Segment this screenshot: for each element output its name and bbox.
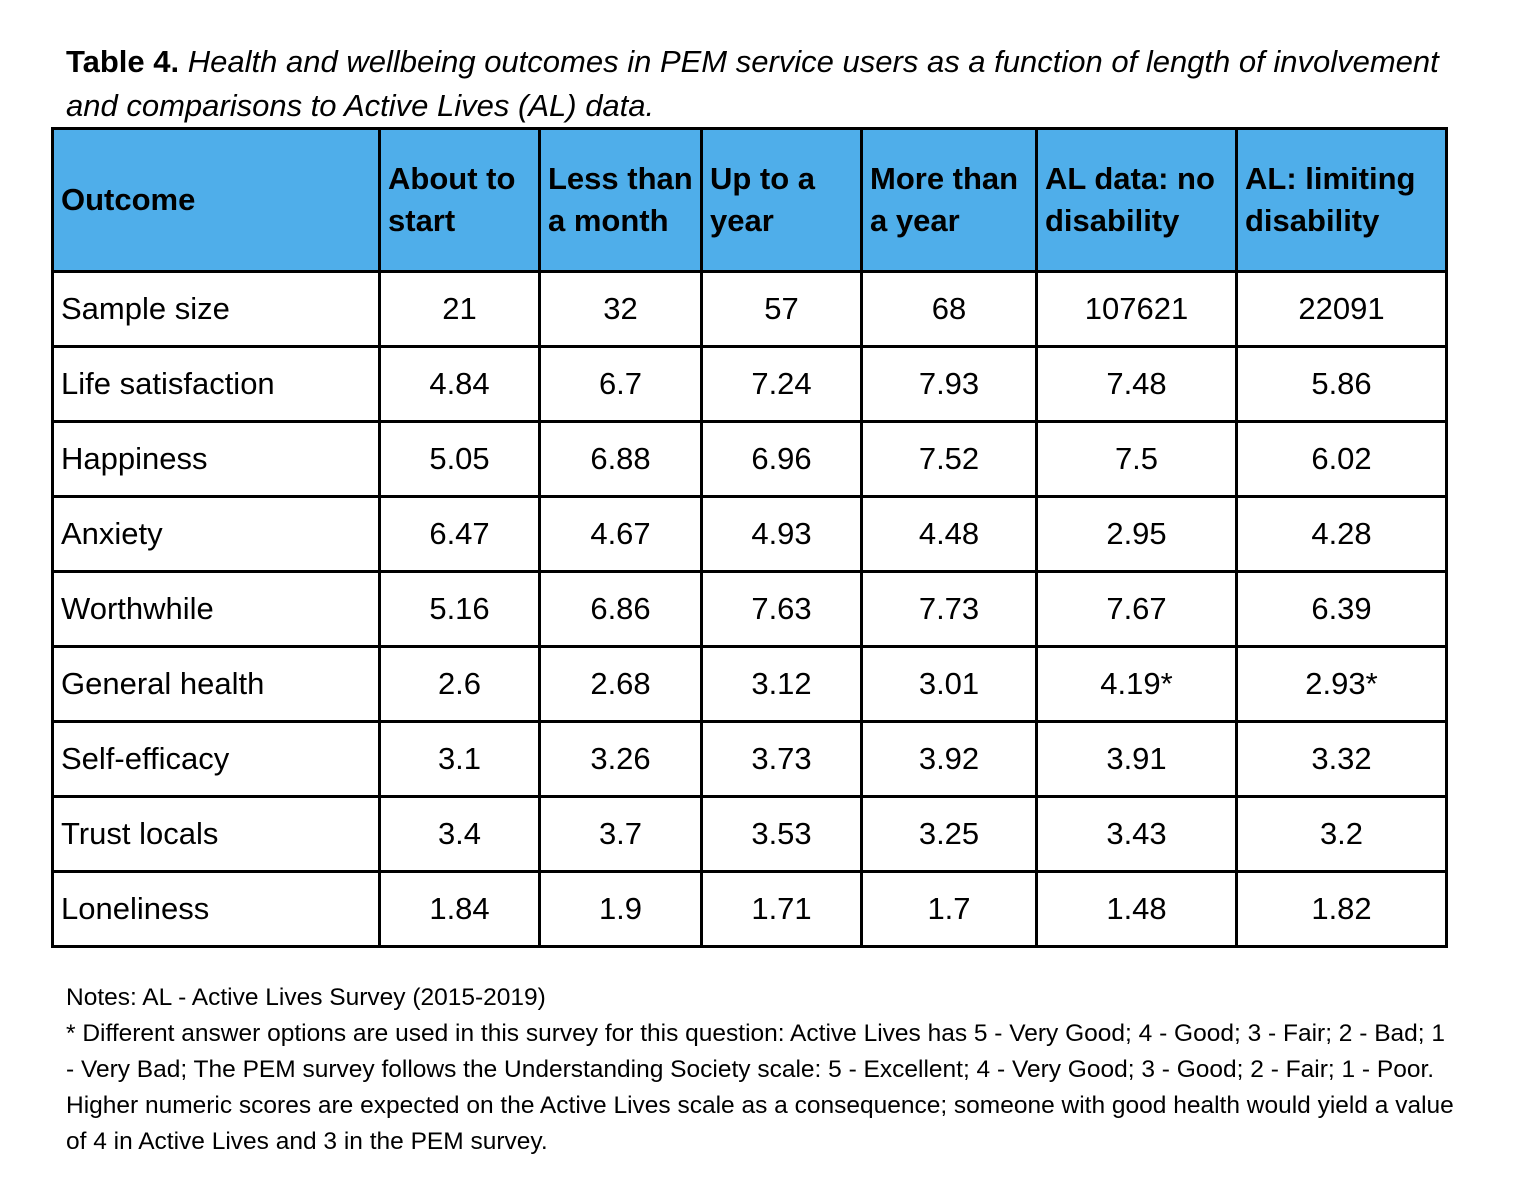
table-cell: 2.68 [538, 645, 703, 723]
table-cell: 5.86 [1235, 345, 1448, 423]
header-cell: About to start [378, 127, 541, 273]
table-cell: 7.73 [860, 570, 1038, 648]
table-row: Worthwhile 5.16 6.86 7.63 7.73 7.67 6.39 [51, 570, 1448, 648]
table-cell: 6.86 [538, 570, 703, 648]
table-cell: 3.01 [860, 645, 1038, 723]
header-cell: Less than a month [538, 127, 703, 273]
table-cell: 3.92 [860, 720, 1038, 798]
row-label: General health [51, 645, 381, 723]
table-cell: 22091 [1235, 270, 1448, 348]
table-cell: 3.91 [1035, 720, 1238, 798]
table-cell: 3.43 [1035, 795, 1238, 873]
table-cell: 3.12 [700, 645, 863, 723]
table-cell: 4.93 [700, 495, 863, 573]
table-cell: 4.28 [1235, 495, 1448, 573]
table-cell: 7.67 [1035, 570, 1238, 648]
table-cell: 3.4 [378, 795, 541, 873]
outcomes-table: Outcome About to start Less than a month… [51, 127, 1448, 948]
table-cell: 7.5 [1035, 420, 1238, 498]
table-row: Self-efficacy 3.1 3.26 3.73 3.92 3.91 3.… [51, 720, 1448, 798]
table-cell: 3.7 [538, 795, 703, 873]
table-cell: 5.16 [378, 570, 541, 648]
table-cell: 1.84 [378, 870, 541, 948]
table-cell: 1.71 [700, 870, 863, 948]
table-cell: 3.32 [1235, 720, 1448, 798]
header-cell: AL data: no disability [1035, 127, 1238, 273]
table-cell: 3.25 [860, 795, 1038, 873]
table-row: Life satisfaction 4.84 6.7 7.24 7.93 7.4… [51, 345, 1448, 423]
table-cell: 6.88 [538, 420, 703, 498]
table-cell: 7.52 [860, 420, 1038, 498]
table-notes: Notes: AL - Active Lives Survey (2015-20… [66, 980, 1456, 1160]
header-cell: AL: limiting disability [1235, 127, 1448, 273]
table-row: General health 2.6 2.68 3.12 3.01 4.19* … [51, 645, 1448, 723]
header-cell: More than a year [860, 127, 1038, 273]
table-cell: 2.6 [378, 645, 541, 723]
table-row: Anxiety 6.47 4.67 4.93 4.48 2.95 4.28 [51, 495, 1448, 573]
row-label: Trust locals [51, 795, 381, 873]
table-cell: 3.2 [1235, 795, 1448, 873]
table-cell: 3.1 [378, 720, 541, 798]
table-cell: 1.82 [1235, 870, 1448, 948]
table-cell: 1.7 [860, 870, 1038, 948]
table-cell: 3.73 [700, 720, 863, 798]
row-label: Loneliness [51, 870, 381, 948]
header-row: Outcome About to start Less than a month… [51, 127, 1448, 273]
header-cell: Up to a year [700, 127, 863, 273]
notes-line: Notes: AL - Active Lives Survey (2015-20… [66, 984, 546, 1011]
table-cell: 107621 [1035, 270, 1238, 348]
table-cell: 7.48 [1035, 345, 1238, 423]
notes-footnote: * Different answer options are used in t… [66, 1020, 1454, 1155]
caption-text: Health and wellbeing outcomes in PEM ser… [66, 44, 1439, 123]
table-cell: 6.7 [538, 345, 703, 423]
table-row: Happiness 5.05 6.88 6.96 7.52 7.5 6.02 [51, 420, 1448, 498]
table-cell: 6.39 [1235, 570, 1448, 648]
table-cell: 4.48 [860, 495, 1038, 573]
row-label: Happiness [51, 420, 381, 498]
table-cell: 7.24 [700, 345, 863, 423]
table-row: Trust locals 3.4 3.7 3.53 3.25 3.43 3.2 [51, 795, 1448, 873]
table-cell: 3.26 [538, 720, 703, 798]
table-cell: 68 [860, 270, 1038, 348]
table-cell: 2.93* [1235, 645, 1448, 723]
table-cell: 7.63 [700, 570, 863, 648]
table-cell: 7.93 [860, 345, 1038, 423]
row-label: Life satisfaction [51, 345, 381, 423]
table-cell: 1.48 [1035, 870, 1238, 948]
row-label: Worthwhile [51, 570, 381, 648]
caption-label: Table 4. [66, 44, 180, 79]
table-cell: 4.84 [378, 345, 541, 423]
table-cell: 57 [700, 270, 863, 348]
row-label: Sample size [51, 270, 381, 348]
table-cell: 6.47 [378, 495, 541, 573]
table-caption: Table 4. Health and wellbeing outcomes i… [66, 40, 1456, 128]
table-cell: 6.96 [700, 420, 863, 498]
row-label: Self-efficacy [51, 720, 381, 798]
table-cell: 1.9 [538, 870, 703, 948]
table-cell: 2.95 [1035, 495, 1238, 573]
table-cell: 5.05 [378, 420, 541, 498]
table-cell: 21 [378, 270, 541, 348]
table-cell: 6.02 [1235, 420, 1448, 498]
table-row: Loneliness 1.84 1.9 1.71 1.7 1.48 1.82 [51, 870, 1448, 948]
table-cell: 32 [538, 270, 703, 348]
header-cell: Outcome [51, 127, 381, 273]
table-cell: 4.19* [1035, 645, 1238, 723]
row-label: Anxiety [51, 495, 381, 573]
table-cell: 3.53 [700, 795, 863, 873]
table-row: Sample size 21 32 57 68 107621 22091 [51, 270, 1448, 348]
table-cell: 4.67 [538, 495, 703, 573]
